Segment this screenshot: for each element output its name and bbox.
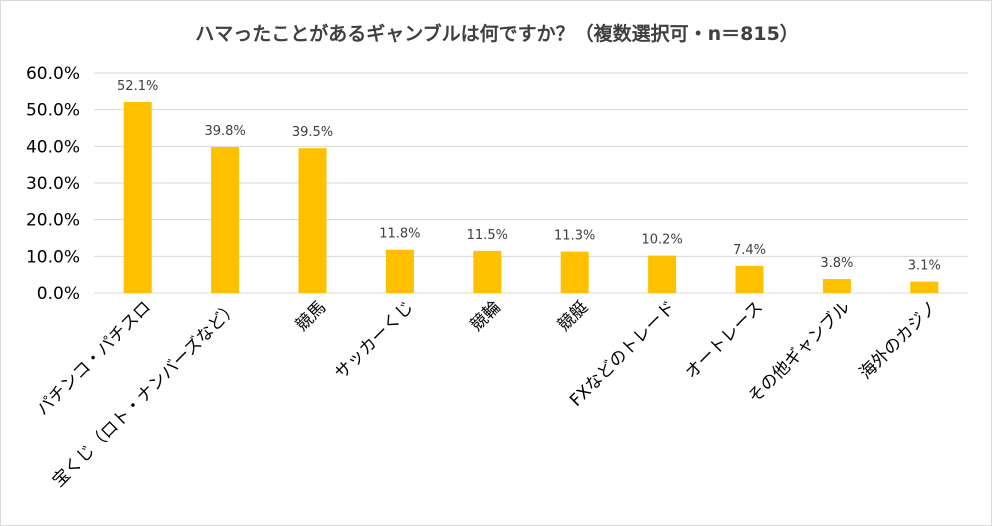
bar xyxy=(473,250,502,293)
data-label: 52.1% xyxy=(117,79,158,94)
bar xyxy=(735,265,764,293)
data-label: 11.8% xyxy=(379,227,420,242)
y-tick-label: 40.0% xyxy=(26,137,80,157)
bar xyxy=(385,249,414,293)
category-label: 宝くじ（ロト・ナンバーズなど） xyxy=(49,297,243,491)
category-label: 競艇 xyxy=(554,297,592,335)
bar xyxy=(211,147,240,293)
gridlines xyxy=(94,72,968,294)
bar xyxy=(648,255,677,293)
data-label: 7.4% xyxy=(733,243,766,258)
y-tick-label: 30.0% xyxy=(26,174,80,194)
category-label: 競馬 xyxy=(292,297,330,335)
category-label: 競輪 xyxy=(467,297,505,335)
data-label: 39.8% xyxy=(204,124,245,139)
bars xyxy=(123,101,939,293)
y-tick-label: 10.0% xyxy=(26,247,80,267)
chart-title: ハマったことがあるギャンブルは何ですか？（複数選択可・n＝815） xyxy=(195,23,799,45)
y-tick-label: 50.0% xyxy=(26,101,80,121)
data-label: 39.5% xyxy=(292,125,333,140)
data-label: 11.3% xyxy=(554,229,595,244)
data-labels: 52.1% 39.8% 39.5% 11.8% 11.5% 11.3% 10.2% 7.4% 3… xyxy=(117,79,941,274)
bar xyxy=(560,251,589,293)
y-tick-label: 60.0% xyxy=(26,64,80,84)
bar xyxy=(822,279,851,293)
category-label: オートレース xyxy=(681,297,767,383)
bar xyxy=(123,101,152,293)
bar xyxy=(910,281,939,293)
bar xyxy=(298,148,327,293)
y-tick-label: 0.0% xyxy=(37,284,80,304)
category-label: 海外のカジノ xyxy=(856,297,942,383)
data-label: 11.5% xyxy=(467,228,508,243)
category-label: サッカーくじ xyxy=(331,297,417,383)
data-label: 3.8% xyxy=(820,256,853,271)
data-label: 3.1% xyxy=(908,259,941,274)
y-tick-label: 20.0% xyxy=(26,211,80,231)
data-label: 10.2% xyxy=(641,233,682,248)
y-axis-ticks: 0.0% 10.0% 20.0% 30.0% 40.0% 50.0% 60.0% xyxy=(26,64,80,304)
